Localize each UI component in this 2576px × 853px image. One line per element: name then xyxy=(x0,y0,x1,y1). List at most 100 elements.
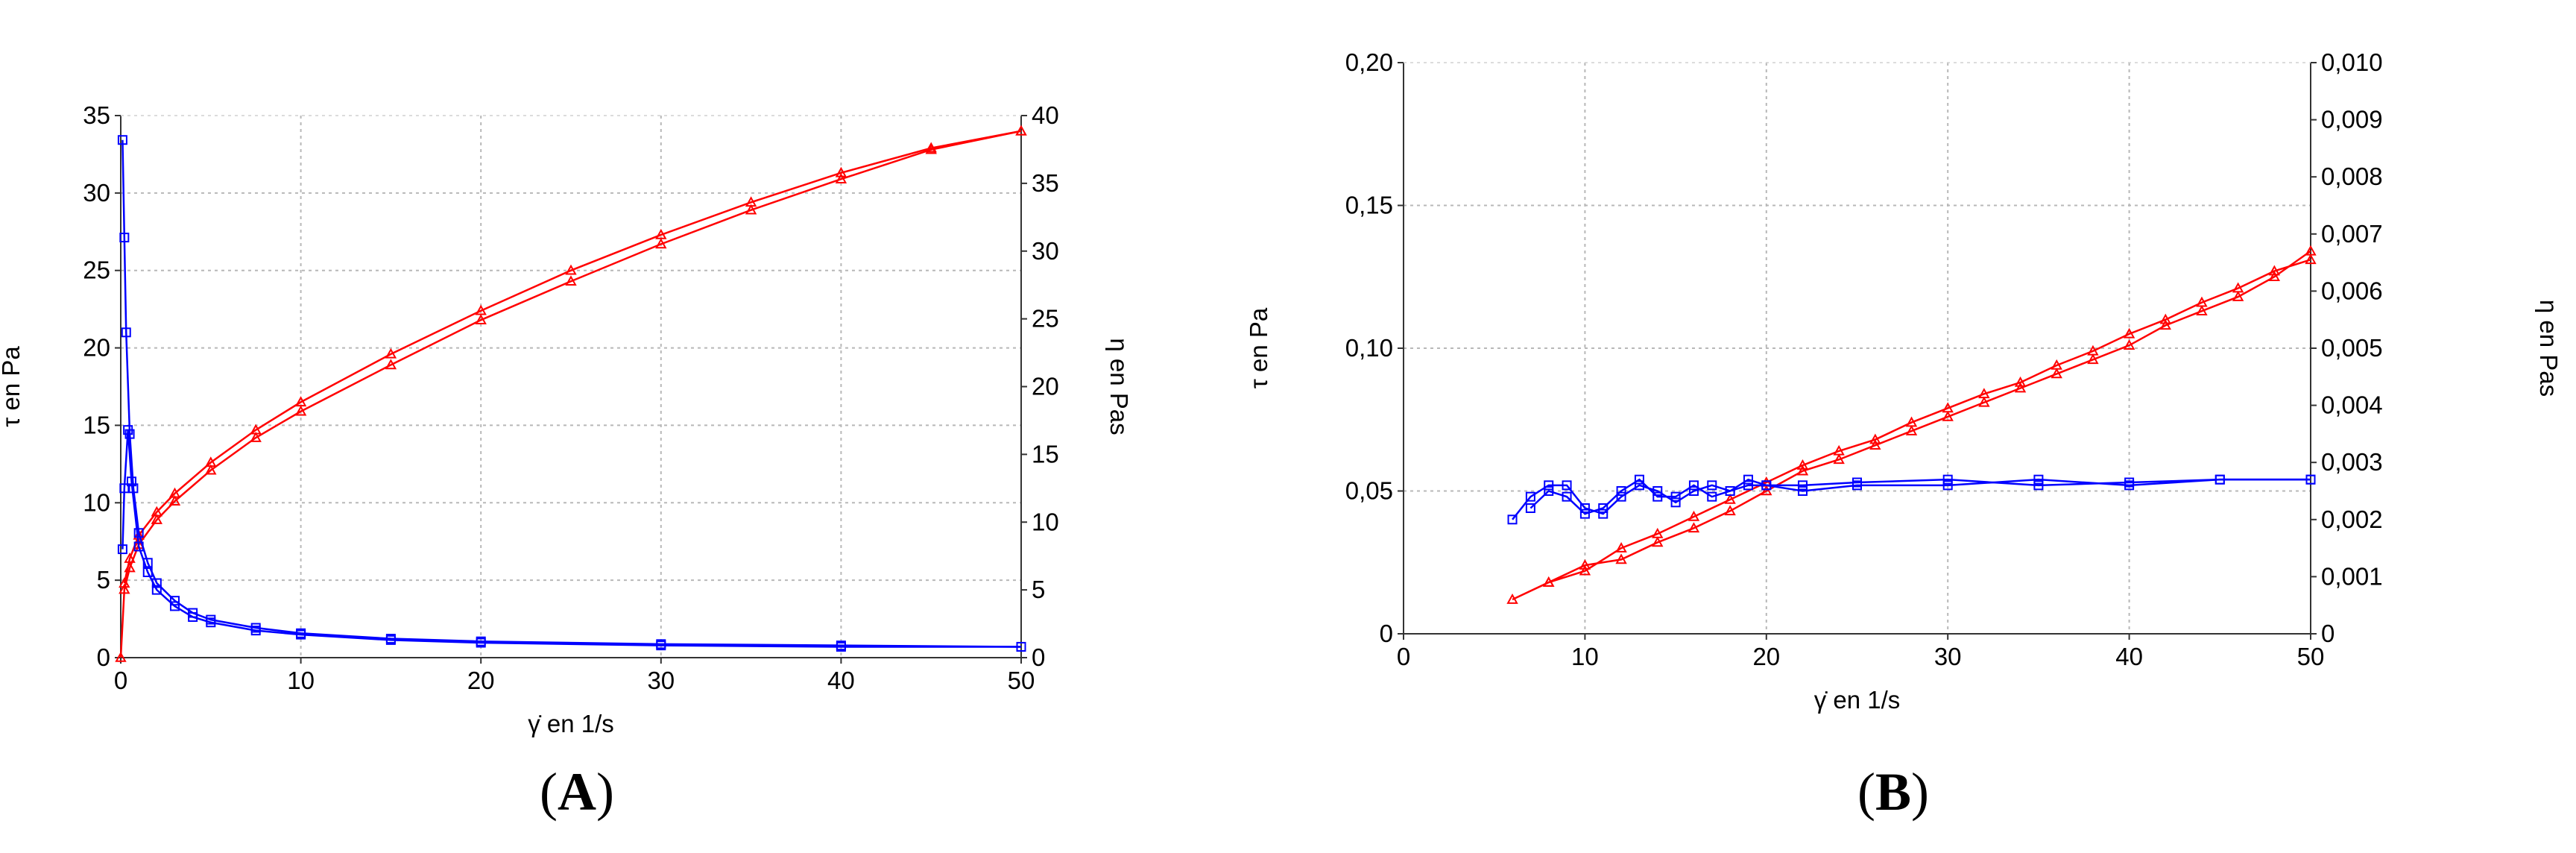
series-line xyxy=(119,130,1022,658)
data-point-triangle xyxy=(2196,296,2208,307)
data-point-square xyxy=(1852,480,1862,491)
data-point-triangle xyxy=(168,487,181,498)
y-right-tick-label: 35 xyxy=(1032,169,1059,197)
series-line xyxy=(121,139,1022,648)
x-tick-label: 0 xyxy=(114,667,127,694)
data-point-triangle xyxy=(1543,576,1555,587)
data-point-triangle xyxy=(294,405,307,416)
data-point-square xyxy=(296,629,306,640)
data-point-square xyxy=(126,476,136,487)
data-point-triangle xyxy=(294,396,307,407)
chart-panel-b: 0 10 20 30 40 5000,050,100,150,2000,0010,0020… xyxy=(1245,48,2563,714)
y-left-tick-label: 30 xyxy=(83,179,110,207)
y-axis-label-left: τ en Pa xyxy=(0,346,25,427)
y-left-tick-label: 10 xyxy=(83,488,110,516)
series-line xyxy=(123,130,1022,584)
data-point-square xyxy=(1544,486,1554,496)
x-tick-label: 20 xyxy=(467,667,495,694)
y-left-tick-label: 0 xyxy=(1380,620,1393,647)
data-point-triangle xyxy=(1905,416,1918,427)
panel-label-b: (B) xyxy=(1857,762,1929,822)
data-point-square xyxy=(1761,480,1772,491)
y-left-tick-label: 0,05 xyxy=(1345,477,1393,505)
data-point-square xyxy=(1579,509,1590,519)
data-point-square xyxy=(1725,486,1735,496)
y-right-tick-label: 0,004 xyxy=(2321,391,2383,419)
data-point-square xyxy=(1707,491,1717,502)
x-axis-label: γ̇ en 1/s xyxy=(1814,686,1901,714)
x-tick-label: 0 xyxy=(1397,643,1410,670)
data-point-square xyxy=(2305,474,2316,485)
y-right-tick-label: 0,009 xyxy=(2321,106,2383,133)
y-right-tick-label: 0,003 xyxy=(2321,448,2383,476)
data-point-triangle xyxy=(1579,559,1591,570)
data-point-square xyxy=(151,585,162,595)
data-point-triangle xyxy=(565,264,577,275)
data-point-square xyxy=(1562,491,1572,502)
data-point-square xyxy=(169,596,180,606)
data-point-square xyxy=(656,640,666,651)
data-point-triangle xyxy=(385,359,397,370)
data-point-square xyxy=(1634,474,1644,485)
data-point-square xyxy=(1616,486,1626,496)
data-point-square xyxy=(1797,480,1808,491)
y-right-tick-label: 0,010 xyxy=(2321,48,2383,76)
data-point-square xyxy=(133,541,144,552)
y-right-tick-label: 0,001 xyxy=(2321,562,2383,590)
panel-label-a: (A) xyxy=(540,762,614,822)
data-point-triangle xyxy=(2232,291,2244,301)
data-point-triangle xyxy=(2014,376,2027,387)
x-tick-label: 20 xyxy=(1752,643,1780,670)
data-point-triangle xyxy=(1978,396,1990,407)
y-right-tick-label: 0 xyxy=(2321,620,2334,647)
data-point-square xyxy=(1942,480,1953,491)
data-point-triangle xyxy=(2159,319,2171,330)
data-point-square xyxy=(117,135,127,145)
data-point-square xyxy=(1562,480,1572,491)
data-point-square xyxy=(1507,514,1518,525)
data-point-square xyxy=(1598,503,1609,513)
y-right-tick-label: 25 xyxy=(1032,305,1059,333)
y-axis-label-left: τ en Pa xyxy=(1245,307,1272,388)
data-point-square xyxy=(1707,480,1717,491)
x-tick-label: 10 xyxy=(1571,643,1599,670)
data-point-triangle xyxy=(1688,510,1700,521)
data-point-triangle xyxy=(565,275,577,286)
data-point-triangle xyxy=(1652,527,1664,538)
data-point-square xyxy=(1652,486,1663,496)
data-point-triangle xyxy=(2196,305,2208,316)
data-point-triangle xyxy=(2051,359,2062,370)
data-point-square xyxy=(1525,503,1535,513)
data-point-triangle xyxy=(250,424,262,435)
data-point-triangle xyxy=(1833,444,1845,456)
data-point-triangle xyxy=(1905,425,1918,435)
data-point-triangle xyxy=(2268,271,2281,282)
data-point-square xyxy=(250,626,261,636)
y-right-tick-label: 20 xyxy=(1032,373,1059,400)
data-point-triangle xyxy=(1869,433,1881,444)
data-point-triangle xyxy=(475,314,487,324)
data-point-triangle xyxy=(1579,564,1591,576)
data-point-square xyxy=(123,425,133,435)
data-point-square xyxy=(1616,491,1626,502)
data-point-triangle xyxy=(655,238,667,249)
data-point-triangle xyxy=(1506,593,1518,604)
y-left-tick-label: 25 xyxy=(83,256,110,284)
data-point-square xyxy=(476,638,486,648)
data-point-triangle xyxy=(385,347,397,359)
data-point-square xyxy=(1743,480,1753,491)
data-point-triangle xyxy=(1942,402,1954,413)
data-point-triangle xyxy=(925,142,937,153)
data-point-square xyxy=(1670,497,1681,508)
data-point-triangle xyxy=(1615,553,1627,564)
data-point-triangle xyxy=(151,506,163,517)
x-axis-label: γ̇ en 1/s xyxy=(528,710,614,737)
x-tick-label: 50 xyxy=(1008,667,1035,694)
y-left-tick-label: 0 xyxy=(97,643,110,671)
data-point-triangle xyxy=(2087,344,2099,356)
x-tick-label: 10 xyxy=(287,667,315,694)
data-point-square xyxy=(142,567,153,577)
data-point-triangle xyxy=(1615,542,1627,553)
data-point-triangle xyxy=(205,456,217,468)
